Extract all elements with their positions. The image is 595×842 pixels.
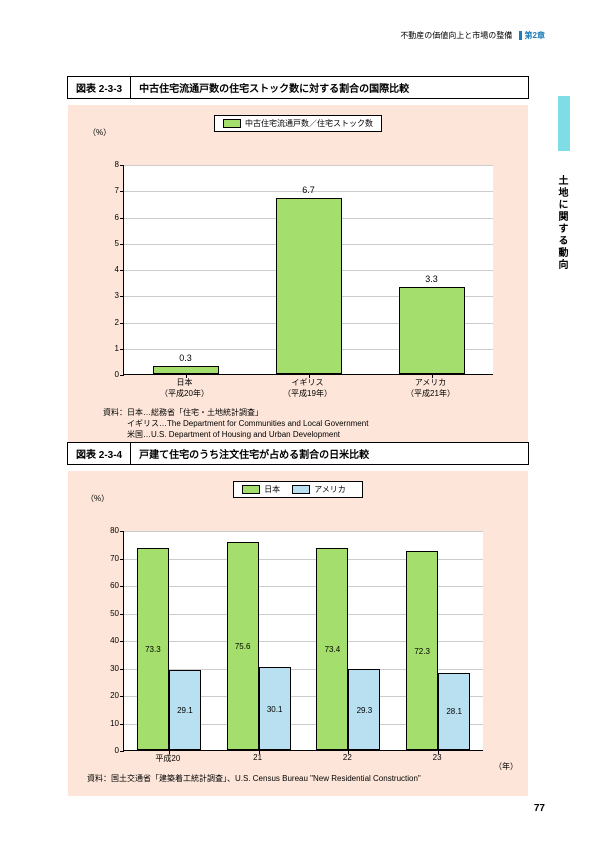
chart-1-number: 図表 2-3-3 [68,77,131,98]
y-tick-label: 8 [104,160,119,169]
chart-2-header: 図表 2-3-4 戸建て住宅のうち注文住宅が占める割合の日米比較 [67,442,529,465]
y-tick-label: 60 [102,581,119,590]
chart-1-body: 中古住宅流通戸数／住宅ストック数 （%） 0123456780.36.73.3 … [68,105,528,464]
y-tick-label: 4 [104,265,119,274]
y-tick-label: 10 [102,719,119,728]
x-category-label: イギリス（平成19年） [246,377,369,399]
legend-label: 中古住宅流通戸数／住宅ストック数 [245,118,373,129]
x-axis-unit: （年） [494,761,518,772]
page-number: 77 [534,803,545,814]
side-vertical-title: 土地に関する動向 [557,175,569,271]
y-tick-label: 2 [104,318,119,327]
y-tick-label: 0 [104,370,119,379]
y-tick-label: 0 [102,746,119,755]
header-section-text: 不動産の価値向上と市場の整備 [400,31,512,40]
bar-value-label: 29.3 [346,706,382,715]
x-category-label: 平成20 [123,753,213,764]
y-tick-label: 3 [104,291,119,300]
chart-2-number: 図表 2-3-4 [68,443,131,464]
side-tab [558,96,570,151]
y-tick-label: 6 [104,213,119,222]
bar [276,198,342,374]
bar [153,366,219,374]
chart-1-container: 図表 2-3-3 中古住宅流通戸数の住宅ストック数に対する割合の国際比較 中古住… [68,76,528,464]
chart-2-title: 戸建て住宅のうち注文住宅が占める割合の日米比較 [131,443,528,464]
legend-label: 日本 [264,484,280,495]
bar-value-label: 28.1 [436,707,472,716]
y-tick-label: 5 [104,239,119,248]
bar-value-label: 6.7 [266,185,352,195]
y-tick-label: 1 [104,344,119,353]
legend-label: アメリカ [314,484,346,495]
y-axis-unit: （%） [88,127,111,138]
bar [399,287,465,374]
chart-1-header: 図表 2-3-3 中古住宅流通戸数の住宅ストック数に対する割合の国際比較 [67,76,529,99]
legend-swatch [242,485,260,494]
chart-2-plot: 0102030405060708073.329.175.630.173.429.… [123,531,483,751]
bar-value-label: 29.1 [167,706,203,715]
chart-1-legend: 中古住宅流通戸数／住宅ストック数 [214,115,382,132]
x-category-label: 21 [213,753,303,762]
chart-2-legend: 日本 アメリカ [233,481,363,498]
y-tick-label: 20 [102,691,119,700]
bar-value-label: 73.3 [135,645,171,654]
bar-value-label: 0.3 [143,353,229,363]
chart-1-xlabels: 日本（平成20年）イギリス（平成19年）アメリカ（平成21年） [123,377,493,401]
chart-2-container: 図表 2-3-4 戸建て住宅のうち注文住宅が占める割合の日米比較 日本 アメリカ … [68,442,528,796]
chart-2-source: 資料：国土交通省「建築着工統計調査」、U.S. Census Bureau "N… [87,773,513,784]
legend-swatch [292,485,310,494]
y-tick-label: 50 [102,609,119,618]
x-category-label: 日本（平成20年） [123,377,246,399]
legend-swatch [223,119,241,128]
page-header: 不動産の価値向上と市場の整備 第2章 [400,30,545,41]
y-tick-label: 7 [104,186,119,195]
bar-value-label: 73.4 [314,645,350,654]
chart-2-xlabels: 平成20212223 [123,753,483,767]
y-axis-unit: （%） [86,493,109,504]
chart-1-plot: 0123456780.36.73.3 [123,165,493,375]
bar-value-label: 75.6 [225,642,261,651]
y-tick-label: 80 [102,526,119,535]
header-chapter: 第2章 [519,31,545,40]
chart-1-title: 中古住宅流通戸数の住宅ストック数に対する割合の国際比較 [131,77,528,98]
bar-value-label: 30.1 [257,705,293,714]
x-category-label: 22 [303,753,393,762]
y-tick-label: 70 [102,554,119,563]
bar-value-label: 72.3 [404,647,440,656]
y-tick-label: 30 [102,664,119,673]
y-tick-label: 40 [102,636,119,645]
bar-value-label: 3.3 [389,274,475,284]
x-category-label: 23 [392,753,482,762]
x-category-label: アメリカ（平成21年） [369,377,492,399]
chart-2-body: 日本 アメリカ （%） （年） 0 10 20 30 40 50 60 70 80 73.3 29.1… [68,471,528,796]
